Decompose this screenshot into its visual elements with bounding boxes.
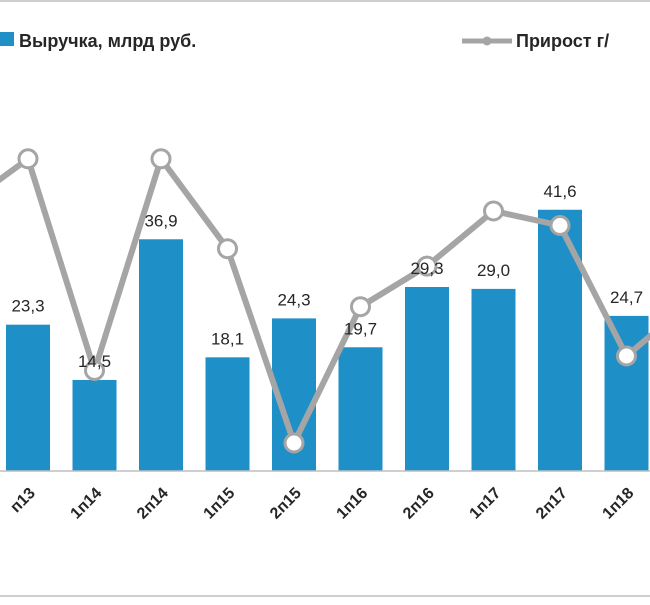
bar-label-2п15: 24,3 bbox=[277, 290, 310, 309]
growth-point-1п18 bbox=[616, 345, 637, 367]
bar-label-1п18: 24,7 bbox=[610, 288, 643, 307]
legend: Выручка, млрд руб. Прирост г/ bbox=[0, 31, 609, 51]
growth-point-1п15 bbox=[217, 238, 238, 260]
bar-2п17 bbox=[538, 209, 582, 471]
legend-label-growth: Прирост г/ bbox=[516, 31, 609, 51]
growth-line-series bbox=[0, 148, 650, 454]
growth-point-2п14 bbox=[150, 148, 172, 170]
bar-label-2п14: 36,9 bbox=[144, 211, 177, 230]
legend-label-revenue: Выручка, млрд руб. bbox=[19, 31, 196, 51]
growth-line bbox=[0, 155, 650, 446]
bar-label-1п17: 29,0 bbox=[477, 261, 510, 280]
growth-point-1п17 bbox=[483, 200, 504, 222]
bar-label-2п13: 23,3 bbox=[11, 297, 44, 316]
bar-1п15 bbox=[205, 357, 250, 471]
bar-label-1п14: 14,5 bbox=[78, 352, 111, 371]
bar-1п16 bbox=[338, 347, 383, 471]
bar-data-labels: 23,3 14,5 36,9 18,1 24,3 19,7 29,3 29,0 41,6 24,7 bbox=[11, 182, 643, 371]
growth-point-2п16 bbox=[416, 255, 438, 277]
legend-line-marker bbox=[482, 36, 492, 46]
bar-1п14 bbox=[72, 379, 117, 471]
growth-point-2п15 bbox=[283, 432, 305, 454]
bar-2п14 bbox=[139, 239, 183, 471]
legend-bar-swatch bbox=[0, 32, 14, 46]
growth-point-1п16 bbox=[350, 296, 371, 318]
growth-point-2п13 bbox=[17, 148, 39, 170]
bar-label-2п17: 41,6 bbox=[543, 182, 576, 201]
bar-label-2п16: 29,3 bbox=[410, 259, 443, 278]
growth-point-2п17 bbox=[549, 215, 571, 236]
growth-point-1п14 bbox=[84, 360, 105, 381]
bar-label-1п16: 19,7 bbox=[344, 319, 377, 338]
bar-2п16 bbox=[405, 286, 449, 471]
bar-label-1п15: 18,1 bbox=[211, 329, 244, 348]
bar-1п17 bbox=[471, 288, 516, 471]
bar-2п13 bbox=[6, 324, 50, 471]
